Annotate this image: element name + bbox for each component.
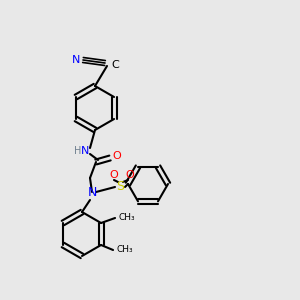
Text: O: O <box>126 170 134 180</box>
Text: CH₃: CH₃ <box>118 214 135 223</box>
Text: N: N <box>72 55 80 65</box>
Text: S: S <box>116 181 124 194</box>
Text: O: O <box>112 151 122 161</box>
Text: H: H <box>74 146 82 156</box>
Text: N: N <box>81 146 89 156</box>
Text: CH₃: CH₃ <box>116 245 133 254</box>
Text: C: C <box>111 60 119 70</box>
Text: N: N <box>87 187 97 200</box>
Text: O: O <box>110 170 118 180</box>
